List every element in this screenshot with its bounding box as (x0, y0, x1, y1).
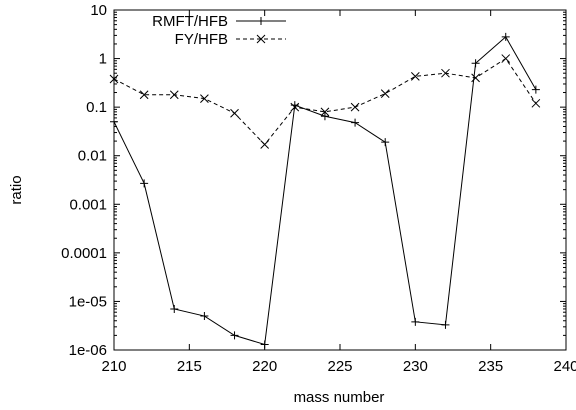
data-point-fy-hfb (471, 73, 480, 83)
data-point-rmft-hfb (471, 59, 480, 68)
y-tick-label: 1e-05 (69, 293, 107, 310)
data-point-rmft-hfb (200, 312, 209, 321)
data-point-rmft-hfb (230, 331, 239, 340)
data-point-rmft-hfb (320, 112, 329, 121)
x-tick-label: 230 (403, 358, 428, 375)
data-point-rmft-hfb (501, 32, 510, 41)
x-tick-label: 240 (553, 358, 576, 375)
x-tick-label: 225 (327, 358, 352, 375)
data-point-rmft-hfb (381, 138, 390, 147)
series-line-fy-hfb (113, 57, 537, 146)
data-point-fy-hfb (380, 89, 390, 98)
data-point-rmft-hfb (110, 117, 118, 126)
plot-frame (113, 9, 567, 351)
data-point-fy-hfb (441, 68, 450, 78)
y-axis-label: ratio (8, 175, 25, 204)
x-tick-label: 210 (101, 358, 126, 375)
data-point-fy-hfb (200, 94, 209, 103)
data-point-fy-hfb (290, 102, 300, 112)
y-tick-label: 0.01 (78, 148, 107, 165)
legend-label-rmft-hfb: RMFT/HFB (152, 13, 228, 30)
y-tick-label: 1 (99, 51, 107, 68)
y-tick-label: 0.1 (86, 99, 107, 116)
y-tick-label: 0.001 (69, 196, 107, 213)
data-point-fy-hfb (230, 108, 239, 118)
data-point-rmft-hfb (441, 320, 450, 329)
legend-marker-rmft-hfb (257, 17, 265, 25)
y-tick-label: 1e-06 (69, 342, 107, 359)
data-point-rmft-hfb (260, 340, 269, 349)
x-tick-label: 235 (478, 358, 503, 375)
data-point-rmft-hfb (170, 304, 179, 313)
data-point-fy-hfb (410, 72, 420, 81)
data-point-fy-hfb (320, 107, 330, 117)
y-tick-label: 0.0001 (61, 245, 107, 262)
data-point-fy-hfb (501, 54, 511, 63)
data-point-fy-hfb (531, 98, 541, 108)
data-point-fy-hfb (109, 74, 119, 84)
data-point-fy-hfb (260, 140, 270, 149)
data-point-rmft-hfb (351, 118, 360, 127)
legend-marker-fy-hfb (256, 34, 266, 44)
data-point-fy-hfb (169, 90, 179, 100)
x-axis-label: mass number (294, 389, 385, 406)
x-tick-label: 220 (252, 358, 277, 375)
data-point-rmft-hfb (531, 85, 540, 94)
y-tick-label: 10 (90, 2, 107, 19)
data-point-rmft-hfb (411, 317, 420, 326)
data-point-fy-hfb (139, 90, 149, 100)
data-point-rmft-hfb (140, 179, 149, 188)
data-point-fy-hfb (350, 102, 360, 112)
x-tick-label: 215 (177, 358, 202, 375)
series-line-rmft-hfb (113, 36, 537, 346)
legend-label-fy-hfb: FY/HFB (175, 31, 228, 48)
